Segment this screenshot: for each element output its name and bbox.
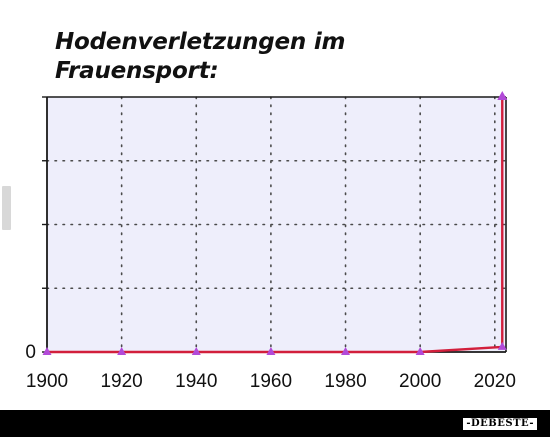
- y-tick-label: 0: [25, 342, 36, 363]
- chart-title: Hodenverletzungen im Frauensport:: [55, 28, 346, 86]
- x-tick-label: 2020: [474, 371, 516, 392]
- x-tick-label: 1960: [250, 371, 292, 392]
- plot-area: [47, 97, 506, 352]
- side-watermark: [2, 186, 11, 230]
- x-tick-label: 1980: [324, 371, 366, 392]
- data-point-marker: [497, 91, 508, 100]
- site-logo: -DEBESTE-: [463, 418, 537, 430]
- data-point-marker: [415, 347, 425, 355]
- x-tick-label: 1900: [26, 371, 68, 392]
- data-point-marker: [497, 341, 507, 350]
- footer-bar: -DEBESTE-: [0, 410, 550, 437]
- meme-image: Hodenverletzungen im Frauensport: 0 1900 1…: [2, 28, 516, 392]
- line-chart: 0 1900 1920 1940 1960 1980 2000 2020: [25, 91, 516, 392]
- data-point-marker: [341, 347, 351, 355]
- data-point-marker: [266, 347, 276, 355]
- x-tick-label: 2000: [399, 371, 441, 392]
- chart-title-line-1: Hodenverletzungen im: [55, 29, 346, 55]
- data-point-marker: [42, 347, 52, 355]
- x-tick-label: 1920: [100, 371, 142, 392]
- x-tick-label: 1940: [175, 371, 217, 392]
- data-point-marker: [117, 347, 127, 355]
- chart-title-line-2: Frauensport:: [55, 58, 219, 84]
- data-point-marker: [191, 347, 201, 355]
- series-line: [47, 97, 504, 354]
